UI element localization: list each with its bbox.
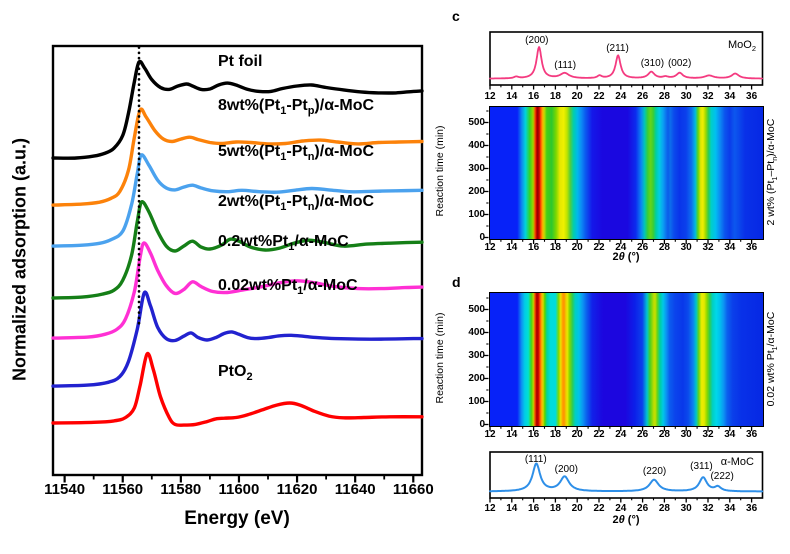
panel-letter-d: d bbox=[452, 274, 461, 290]
energy-tick-label: 11580 bbox=[160, 481, 202, 498]
two-theta-tick-label: 32 bbox=[702, 502, 714, 514]
peak-label-222: (222) bbox=[710, 471, 734, 482]
time-tick-label: 300 bbox=[468, 349, 485, 361]
curve-label-02wt: 0.2wt%Pt1/α-MoC bbox=[218, 233, 349, 254]
curve-label-8wt: 8wt%(Pt1-Ptp)/α-MoC bbox=[218, 97, 375, 118]
two-theta-tick-label: 26 bbox=[637, 428, 649, 440]
xanes-x-axis-title: Energy (eV) bbox=[184, 508, 290, 529]
peak-label-220: (220) bbox=[642, 466, 667, 477]
time-tick-label: 500 bbox=[468, 116, 485, 128]
time-tick-label: 0 bbox=[479, 231, 485, 243]
two-theta-tick-label: 16 bbox=[528, 241, 540, 253]
two-theta-tick-label: 36 bbox=[746, 502, 758, 514]
two-theta-tick-label: 14 bbox=[506, 90, 518, 102]
curve-label-5wt: 5wt%(Pt1-Ptn)/α-MoC bbox=[218, 143, 375, 164]
time-tick-label: 500 bbox=[468, 303, 485, 315]
heatmap-c bbox=[488, 105, 764, 240]
two-theta-tick-label: 24 bbox=[615, 502, 627, 514]
time-tick-label: 400 bbox=[468, 326, 485, 338]
two-theta-tick-label: 30 bbox=[680, 502, 692, 514]
two-theta-tick-label: 26 bbox=[637, 502, 649, 514]
two-theta-tick-label: 18 bbox=[549, 90, 561, 102]
two-theta-tick-label: 28 bbox=[658, 428, 670, 440]
curve-label-pt-foil: Pt foil bbox=[218, 53, 263, 70]
two-theta-tick-label: 20 bbox=[571, 90, 583, 102]
xanes-y-axis-title: Normalized adsorption (a.u.) bbox=[9, 137, 30, 382]
two-theta-tick-label: 32 bbox=[702, 241, 714, 253]
two-theta-tick-label: 18 bbox=[549, 241, 561, 253]
time-tick-label: 400 bbox=[468, 139, 485, 151]
two-theta-tick-label: 18 bbox=[549, 428, 561, 440]
two-theta-tick-label: 34 bbox=[724, 428, 736, 440]
heatmap-d bbox=[488, 291, 764, 427]
two-theta-tick-label: 22 bbox=[593, 502, 605, 514]
two-theta-tick-label: 12 bbox=[484, 428, 496, 440]
two-theta-tick-label: 16 bbox=[528, 502, 540, 514]
two-theta-tick-label: 16 bbox=[528, 90, 540, 102]
two-theta-tick-label: 34 bbox=[724, 502, 736, 514]
time-tick-label: 200 bbox=[468, 372, 485, 384]
energy-tick-label: 11620 bbox=[276, 481, 318, 498]
curve-label-pto2: PtO2 bbox=[218, 363, 253, 384]
energy-tick-label: 11660 bbox=[392, 481, 434, 498]
panel-letter-c: c bbox=[452, 8, 460, 24]
time-tick-label: 200 bbox=[468, 185, 485, 197]
heatmap-c-y-axis-title: Reaction time (min) bbox=[434, 125, 446, 217]
two-theta-tick-label: 34 bbox=[724, 90, 736, 102]
energy-tick-label: 11640 bbox=[334, 481, 376, 498]
two-theta-tick-label: 20 bbox=[571, 428, 583, 440]
peak-label-200: (200) bbox=[525, 35, 549, 46]
two-theta-tick-label: 28 bbox=[658, 502, 670, 514]
peak-label-002: (002) bbox=[667, 58, 692, 69]
curve-label-002wt: 0.02wt%Pt1/α-MoC bbox=[218, 277, 358, 298]
energy-tick-label: 11560 bbox=[102, 481, 144, 498]
two-theta-tick-label: 14 bbox=[506, 241, 518, 253]
two-theta-tick-label: 24 bbox=[615, 90, 627, 102]
two-theta-tick-label: 22 bbox=[593, 241, 605, 253]
two-theta-tick-label: 14 bbox=[506, 428, 518, 440]
two-theta-tick-label: 26 bbox=[637, 241, 649, 253]
peak-label-111: (111) bbox=[554, 60, 577, 71]
heatmap-c-side-label: 2 wt% (Pt1–Ptn)/α-MoC bbox=[764, 118, 780, 226]
two-theta-tick-label: 12 bbox=[484, 90, 496, 102]
energy-tick-label: 11540 bbox=[44, 481, 86, 498]
two-theta-tick-label: 12 bbox=[484, 502, 496, 514]
two-theta-tick-label: 20 bbox=[571, 502, 583, 514]
time-tick-label: 300 bbox=[468, 162, 485, 174]
two-theta-tick-label: 32 bbox=[702, 90, 714, 102]
heatmap-d-side-label: 0.02 wt% Pt1/α-MoC bbox=[764, 311, 780, 407]
two-theta-tick-label: 36 bbox=[746, 428, 758, 440]
two-theta-tick-label: 30 bbox=[680, 428, 692, 440]
two-theta-tick-label: 22 bbox=[593, 90, 605, 102]
two-theta-tick-label: 30 bbox=[680, 241, 692, 253]
moo2-sample-label: MoO2 bbox=[728, 39, 756, 54]
two-theta-tick-label: 28 bbox=[658, 90, 670, 102]
xrd-amoc-x-axis-title: 2θ (°) bbox=[612, 514, 640, 526]
peak-label-200: (200) bbox=[554, 464, 578, 475]
two-theta-tick-label: 36 bbox=[746, 241, 758, 253]
time-tick-label: 100 bbox=[468, 395, 485, 407]
peak-label-211: (211) bbox=[606, 43, 629, 54]
heatmap-c-x-axis-title: 2θ (°) bbox=[612, 251, 640, 263]
heatmap-d-y-axis-title: Reaction time (min) bbox=[434, 312, 446, 404]
time-tick-label: 100 bbox=[468, 208, 485, 220]
two-theta-tick-label: 16 bbox=[528, 428, 540, 440]
two-theta-tick-label: 24 bbox=[615, 241, 627, 253]
two-theta-tick-label: 36 bbox=[746, 90, 758, 102]
two-theta-tick-label: 22 bbox=[593, 428, 605, 440]
two-theta-tick-label: 26 bbox=[637, 90, 649, 102]
two-theta-tick-label: 14 bbox=[506, 502, 518, 514]
two-theta-tick-label: 34 bbox=[724, 241, 736, 253]
two-theta-tick-label: 28 bbox=[658, 241, 670, 253]
energy-tick-label: 11600 bbox=[218, 481, 260, 498]
curve-label-2wt: 2wt%(Pt1-Ptn)/α-MoC bbox=[218, 193, 375, 214]
two-theta-tick-label: 12 bbox=[484, 241, 496, 253]
two-theta-tick-label: 18 bbox=[549, 502, 561, 514]
time-tick-label: 0 bbox=[479, 418, 485, 430]
two-theta-tick-label: 24 bbox=[615, 428, 627, 440]
two-theta-tick-label: 32 bbox=[702, 428, 714, 440]
two-theta-tick-label: 20 bbox=[571, 241, 583, 253]
two-theta-tick-label: 30 bbox=[680, 90, 692, 102]
